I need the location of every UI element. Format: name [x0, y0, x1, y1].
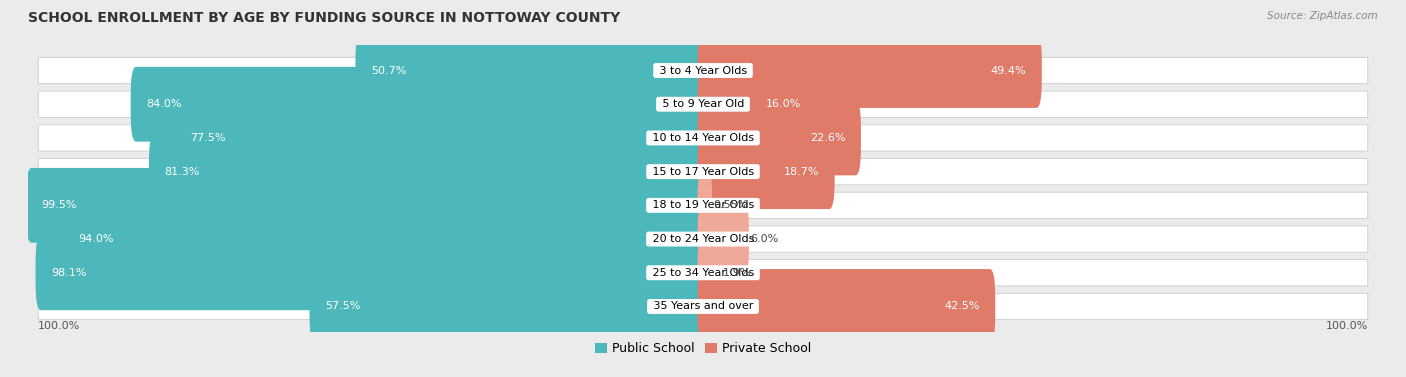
FancyBboxPatch shape [38, 91, 1368, 117]
FancyBboxPatch shape [131, 67, 709, 142]
FancyBboxPatch shape [697, 202, 749, 276]
FancyBboxPatch shape [697, 67, 817, 142]
Text: 94.0%: 94.0% [79, 234, 114, 244]
FancyBboxPatch shape [697, 168, 711, 243]
FancyBboxPatch shape [697, 33, 1042, 108]
FancyBboxPatch shape [38, 260, 1368, 286]
Text: 35 Years and over: 35 Years and over [650, 302, 756, 311]
Text: 99.5%: 99.5% [42, 200, 77, 210]
Text: 77.5%: 77.5% [190, 133, 225, 143]
FancyBboxPatch shape [27, 168, 709, 243]
Text: 84.0%: 84.0% [146, 99, 181, 109]
FancyBboxPatch shape [697, 134, 835, 209]
FancyBboxPatch shape [38, 293, 1368, 320]
Text: 49.4%: 49.4% [991, 66, 1026, 75]
Text: 0.55%: 0.55% [713, 200, 749, 210]
FancyBboxPatch shape [63, 202, 709, 276]
Text: 98.1%: 98.1% [51, 268, 87, 278]
Text: 100.0%: 100.0% [1326, 321, 1368, 331]
Text: 10 to 14 Year Olds: 10 to 14 Year Olds [648, 133, 758, 143]
Text: 5 to 9 Year Old: 5 to 9 Year Old [658, 99, 748, 109]
Text: 20 to 24 Year Olds: 20 to 24 Year Olds [648, 234, 758, 244]
Text: 25 to 34 Year Olds: 25 to 34 Year Olds [648, 268, 758, 278]
Text: 3 to 4 Year Olds: 3 to 4 Year Olds [655, 66, 751, 75]
FancyBboxPatch shape [149, 134, 709, 209]
Text: 18.7%: 18.7% [783, 167, 820, 177]
FancyBboxPatch shape [697, 101, 860, 175]
FancyBboxPatch shape [38, 57, 1368, 84]
FancyBboxPatch shape [697, 235, 721, 310]
FancyBboxPatch shape [697, 269, 995, 344]
Legend: Public School, Private School: Public School, Private School [589, 337, 817, 360]
Text: 15 to 17 Year Olds: 15 to 17 Year Olds [648, 167, 758, 177]
Text: 50.7%: 50.7% [371, 66, 406, 75]
Text: SCHOOL ENROLLMENT BY AGE BY FUNDING SOURCE IN NOTTOWAY COUNTY: SCHOOL ENROLLMENT BY AGE BY FUNDING SOUR… [28, 11, 620, 25]
Text: 22.6%: 22.6% [810, 133, 845, 143]
FancyBboxPatch shape [174, 101, 709, 175]
FancyBboxPatch shape [38, 226, 1368, 252]
Text: 42.5%: 42.5% [945, 302, 980, 311]
Text: 81.3%: 81.3% [165, 167, 200, 177]
Text: 18 to 19 Year Olds: 18 to 19 Year Olds [648, 200, 758, 210]
FancyBboxPatch shape [38, 158, 1368, 185]
Text: 100.0%: 100.0% [38, 321, 80, 331]
Text: 1.9%: 1.9% [723, 268, 751, 278]
Text: 16.0%: 16.0% [766, 99, 801, 109]
FancyBboxPatch shape [35, 235, 709, 310]
Text: 57.5%: 57.5% [325, 302, 360, 311]
FancyBboxPatch shape [309, 269, 709, 344]
FancyBboxPatch shape [38, 192, 1368, 219]
Text: Source: ZipAtlas.com: Source: ZipAtlas.com [1267, 11, 1378, 21]
FancyBboxPatch shape [356, 33, 709, 108]
Text: 6.0%: 6.0% [751, 234, 779, 244]
FancyBboxPatch shape [38, 125, 1368, 151]
